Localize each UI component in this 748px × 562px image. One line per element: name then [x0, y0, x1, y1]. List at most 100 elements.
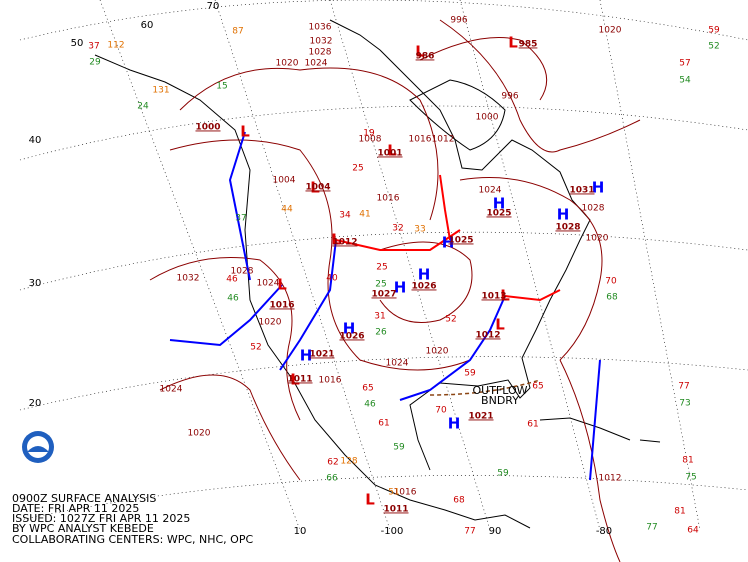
warm-front — [439, 174, 451, 241]
temperature: 59 — [464, 369, 476, 379]
low-center: L — [500, 287, 510, 305]
isobar-label: 1032 — [177, 274, 200, 284]
temperature: 34 — [339, 211, 351, 221]
warm-front — [335, 229, 461, 251]
isobar-label: 1020 — [276, 59, 299, 69]
observation: 51 — [388, 488, 399, 498]
temperature: 61 — [527, 420, 538, 430]
temperature: 32 — [392, 224, 403, 234]
longitude-label: 10 — [294, 526, 307, 537]
isobar-label: 1028 — [231, 267, 254, 277]
temperature: 52 — [445, 315, 456, 325]
boundary-label: BNDRY — [481, 394, 519, 407]
temperature: 70 — [435, 406, 447, 416]
isobar-label: 1016 — [409, 135, 432, 145]
low-center: L — [508, 34, 518, 52]
temperature: 25 — [376, 263, 387, 273]
header-line: COLLABORATING CENTERS: WPC, NHC, OPC — [12, 533, 253, 546]
dewpoint: 75 — [685, 473, 696, 483]
boundary-label: OUTFLOW — [472, 384, 527, 397]
isobar — [559, 359, 621, 562]
hudson-bay — [409, 79, 506, 151]
low-pressure: 1016 — [269, 301, 294, 311]
temperature: 62 — [327, 458, 338, 468]
dewpoint: 26 — [375, 328, 387, 338]
dewpoint: 59 — [497, 469, 509, 479]
dewpoint: 59 — [393, 443, 405, 453]
header-line: ISSUED: 1027Z FRI APR 11 2025 — [12, 512, 190, 525]
high-center: H — [592, 179, 605, 197]
high-pressure: 1028 — [555, 223, 580, 233]
low-pressure: 986 — [416, 52, 435, 62]
warm-front — [504, 289, 561, 302]
isobar-label: 1028 — [309, 48, 332, 58]
low-pressure: 1011 — [383, 505, 408, 515]
logo-bird — [27, 446, 49, 452]
isobar — [169, 139, 471, 371]
cold-front — [169, 284, 283, 347]
isobar-label: 1004 — [273, 176, 296, 186]
low-pressure: 1011 — [287, 375, 312, 385]
high-center: H — [394, 279, 407, 297]
temperature: 59 — [708, 26, 720, 36]
high-center: H — [442, 234, 455, 252]
high-pressure: 1031 — [569, 186, 594, 196]
isobar-label: 1036 — [309, 23, 332, 33]
high-center: H — [557, 206, 570, 224]
high-center: H — [418, 266, 431, 284]
isobar-label: 996 — [450, 16, 467, 26]
low-center: L — [365, 491, 375, 509]
latitude-label: 50 — [71, 38, 84, 49]
temperature: 31 — [374, 312, 385, 322]
temperature: 70 — [605, 277, 617, 287]
parallel — [19, 231, 748, 291]
header-line: BY WPC ANALYST KEBEDE — [12, 522, 154, 535]
high-center: H — [343, 320, 356, 338]
latitude-label: 60 — [141, 20, 154, 31]
isobar-label: 996 — [501, 92, 518, 102]
meridian — [459, 0, 601, 531]
isobar-label: 1024 — [257, 279, 280, 289]
low-center: L — [387, 142, 397, 160]
low-center: L — [290, 371, 300, 389]
isobar — [159, 374, 301, 481]
dewpoint: 77 — [646, 523, 657, 533]
longitude-label: 70 — [207, 1, 220, 12]
outflow-boundary — [429, 379, 541, 396]
noaa-logo — [22, 431, 54, 463]
isobar-label: 1024 — [479, 186, 502, 196]
temperature: 61 — [378, 419, 389, 429]
temperature: 19 — [363, 129, 375, 139]
isobar-label: 1020 — [586, 234, 609, 244]
low-center: L — [240, 123, 250, 141]
low-center: L — [277, 276, 287, 294]
temperature: 77 — [678, 382, 689, 392]
high-pressure: 1026 — [339, 332, 364, 342]
temperature: 46 — [226, 275, 238, 285]
low-pressure: 1012 — [475, 331, 500, 341]
isobar — [439, 19, 641, 153]
dewpoint: 25 — [375, 280, 386, 290]
header-line: 0900Z SURFACE ANALYSIS — [12, 492, 156, 505]
temperature: 57 — [679, 59, 690, 69]
low-pressure: 1004 — [305, 183, 330, 193]
dewpoint: 68 — [606, 293, 618, 303]
isobar-label: 1012 — [432, 135, 455, 145]
isobar-label: 1024 — [305, 59, 328, 69]
dewpoint: 46 — [227, 294, 239, 304]
longitude-label: -80 — [596, 526, 612, 537]
isobar-label: 1016 — [319, 376, 342, 386]
isobar — [379, 241, 473, 323]
isobar-label: 1020 — [426, 347, 449, 357]
cold-front — [279, 239, 337, 371]
isobar-label: 1020 — [259, 318, 282, 328]
temperature: 40 — [326, 274, 338, 284]
fronts — [169, 131, 601, 481]
temperature: 81 — [682, 456, 693, 466]
observation: 44 — [281, 205, 293, 215]
dewpoint: 46 — [364, 400, 376, 410]
observation: 128 — [340, 457, 357, 467]
low-center: L — [331, 231, 341, 249]
low-pressure: 1013 — [481, 292, 506, 302]
